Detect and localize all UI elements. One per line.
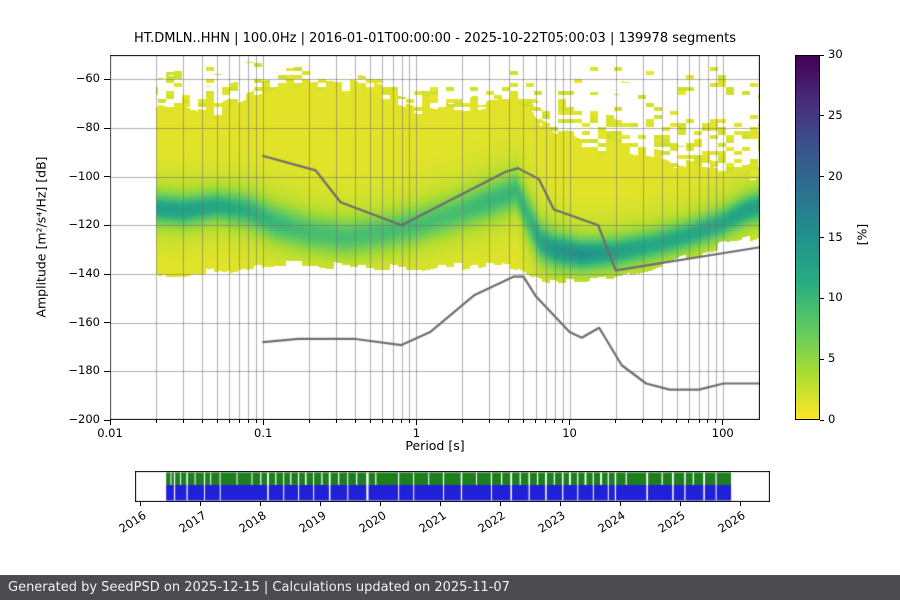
y-tick-label: −100 xyxy=(68,168,100,183)
x-minor-tick xyxy=(216,420,218,423)
colorbar-tick xyxy=(820,237,824,238)
x-minor-tick xyxy=(461,420,463,423)
x-minor-tick xyxy=(228,420,230,423)
colorbar-tick xyxy=(820,419,824,421)
timeline-year-label: 2020 xyxy=(356,508,389,536)
timeline-year-tick xyxy=(200,502,202,506)
x-minor-tick xyxy=(401,420,403,423)
y-tick-label: −120 xyxy=(68,217,100,232)
footer-bar: Generated by SeedPSD on 2025-12-15 | Cal… xyxy=(0,575,900,600)
colorbar-tick-label: 25 xyxy=(828,107,843,122)
timeline-year-label: 2018 xyxy=(236,508,269,536)
timeline-year-label: 2023 xyxy=(535,508,568,536)
plot-title: HT.DMLN..HHN | 100.0Hz | 2016-01-01T00:0… xyxy=(133,31,737,46)
colorbar-gradient xyxy=(795,55,820,420)
x-major-tick xyxy=(109,420,111,425)
x-minor-tick xyxy=(698,420,700,423)
x-minor-tick xyxy=(508,420,510,423)
y-tick-label: −80 xyxy=(75,120,100,134)
x-minor-tick xyxy=(535,420,537,423)
x-axis-label: Period [s] xyxy=(405,438,465,453)
timeline-year-tick xyxy=(320,502,322,506)
timeline-year-label: 2019 xyxy=(296,508,329,536)
ppsd-heatmap-canvas xyxy=(110,55,760,420)
y-tick-label: −140 xyxy=(68,266,100,280)
y-tick-label: −160 xyxy=(68,314,100,329)
x-minor-tick xyxy=(381,420,383,423)
colorbar-tick-label: 15 xyxy=(828,229,843,244)
x-minor-tick xyxy=(688,420,690,423)
colorbar-tick xyxy=(820,115,824,117)
colorbar-tick-label: 20 xyxy=(828,168,843,183)
x-minor-tick xyxy=(155,420,157,423)
x-minor-tick xyxy=(715,420,717,423)
colorbar-label: [%] xyxy=(854,223,870,246)
colorbar-tick xyxy=(820,54,824,56)
x-minor-tick xyxy=(308,420,310,423)
colorbar-tick xyxy=(820,176,824,178)
colorbar-tick-label: 0 xyxy=(828,412,836,426)
x-minor-tick xyxy=(642,420,644,423)
timeline-year-tick xyxy=(559,502,561,506)
colorbar-tick xyxy=(820,358,824,360)
x-major-tick xyxy=(722,420,724,425)
x-minor-tick xyxy=(238,420,240,423)
colorbar-tick xyxy=(820,297,824,299)
x-minor-tick xyxy=(615,420,617,423)
x-minor-tick xyxy=(201,420,203,423)
timeline-year-label: 2026 xyxy=(715,508,748,536)
colorbar-tick-label: 5 xyxy=(828,351,836,366)
timeline-year-tick xyxy=(140,502,142,506)
timeline-year-tick xyxy=(619,502,621,506)
x-major-tick xyxy=(569,420,571,425)
colorbar-tick-label: 10 xyxy=(828,290,843,305)
x-minor-tick xyxy=(545,420,547,423)
timeline-year-tick xyxy=(499,502,501,506)
x-major-tick xyxy=(415,420,417,425)
timeline-year-tick xyxy=(380,502,382,506)
timeline-year-tick xyxy=(679,502,681,506)
x-minor-tick xyxy=(354,420,356,423)
x-minor-tick xyxy=(247,420,249,423)
y-tick-label: −60 xyxy=(75,71,100,86)
y-tick-label: −200 xyxy=(68,412,100,426)
timeline-year-tick xyxy=(260,502,262,506)
timeline-year-label: 2021 xyxy=(415,508,449,536)
x-minor-tick xyxy=(335,420,337,423)
x-minor-tick xyxy=(522,420,524,423)
x-minor-tick xyxy=(182,420,184,423)
x-minor-tick xyxy=(707,420,709,423)
y-tick-label: −180 xyxy=(68,363,100,378)
x-minor-tick xyxy=(488,420,490,423)
x-minor-tick xyxy=(408,420,410,423)
timeline-year-tick xyxy=(440,502,442,506)
x-minor-tick xyxy=(562,420,564,423)
timeline-year-label: 2016 xyxy=(116,508,149,536)
timeline-coverage-canvas xyxy=(135,471,770,502)
timeline-year-label: 2025 xyxy=(655,508,688,536)
y-axis-label: Amplitude [m²/s⁴/Hz] [dB] xyxy=(33,156,49,318)
x-minor-tick xyxy=(392,420,394,423)
timeline-year-label: 2017 xyxy=(176,508,209,536)
colorbar-tick-label: 30 xyxy=(828,47,843,61)
x-minor-tick xyxy=(676,420,678,423)
timeline-year-label: 2024 xyxy=(595,508,628,536)
timeline-year-tick xyxy=(739,502,741,506)
x-minor-tick xyxy=(661,420,663,423)
x-major-tick xyxy=(262,420,264,425)
footer-text: Generated by SeedPSD on 2025-12-15 | Cal… xyxy=(8,580,510,595)
timeline-year-label: 2022 xyxy=(475,508,509,536)
x-minor-tick xyxy=(369,420,371,423)
x-minor-tick xyxy=(255,420,257,423)
x-minor-tick xyxy=(554,420,556,423)
